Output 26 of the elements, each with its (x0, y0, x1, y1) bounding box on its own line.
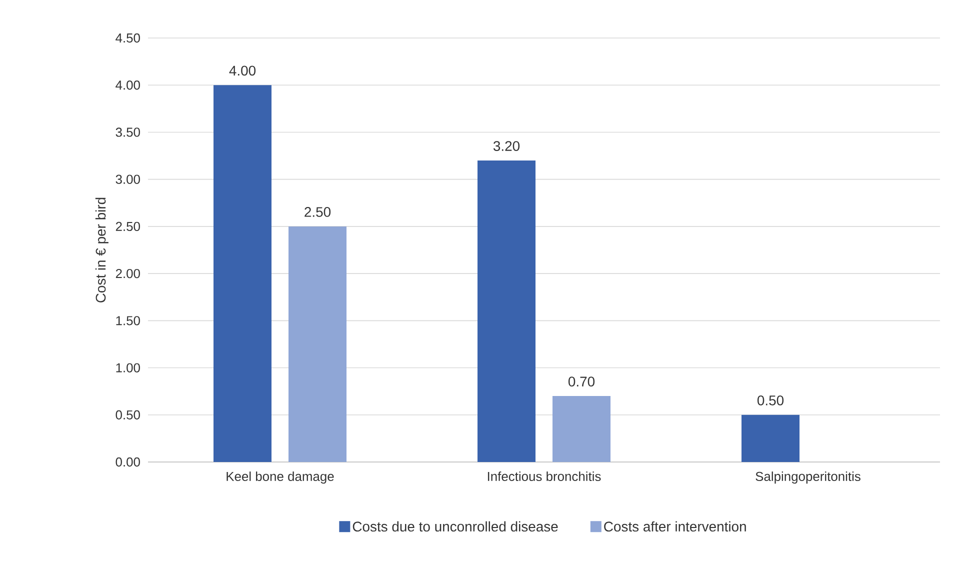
y-tick-label: 1.00 (116, 363, 140, 372)
x-tick-label: Salpingoperitonitis (756, 472, 860, 484)
y-tick-label: 2.00 (116, 268, 140, 278)
data-label: 0.50 (757, 395, 784, 406)
bar (742, 414, 800, 462)
data-label: 2.50 (304, 207, 331, 217)
x-tick-label: Infectious bronchitis (488, 472, 601, 482)
bar (552, 396, 611, 462)
x-tick-label: Keel bone damage (226, 472, 334, 484)
y-tick-label: 1.50 (116, 316, 140, 326)
y-tick-label: 3.50 (116, 128, 140, 137)
y-tick-label: 3.00 (116, 174, 140, 184)
legend-label: Costs due to unconrolled disease (352, 521, 558, 532)
data-label: 4.00 (229, 66, 256, 76)
legend-label: Costs after intervention (604, 521, 746, 532)
y-tick-label: 2.50 (116, 222, 140, 232)
y-tick-label: 4.00 (116, 80, 140, 90)
y-tick-label: 4.50 (116, 33, 140, 43)
bar (478, 160, 536, 462)
data-label: 0.70 (568, 376, 595, 387)
y-tick-label: 0.00 (116, 457, 140, 467)
bar (214, 85, 272, 462)
data-label: 3.20 (493, 141, 520, 151)
y-tick-label: 0.50 (116, 410, 140, 420)
bar (288, 226, 347, 462)
y-axis-title: Cost in € per bird (95, 198, 108, 302)
